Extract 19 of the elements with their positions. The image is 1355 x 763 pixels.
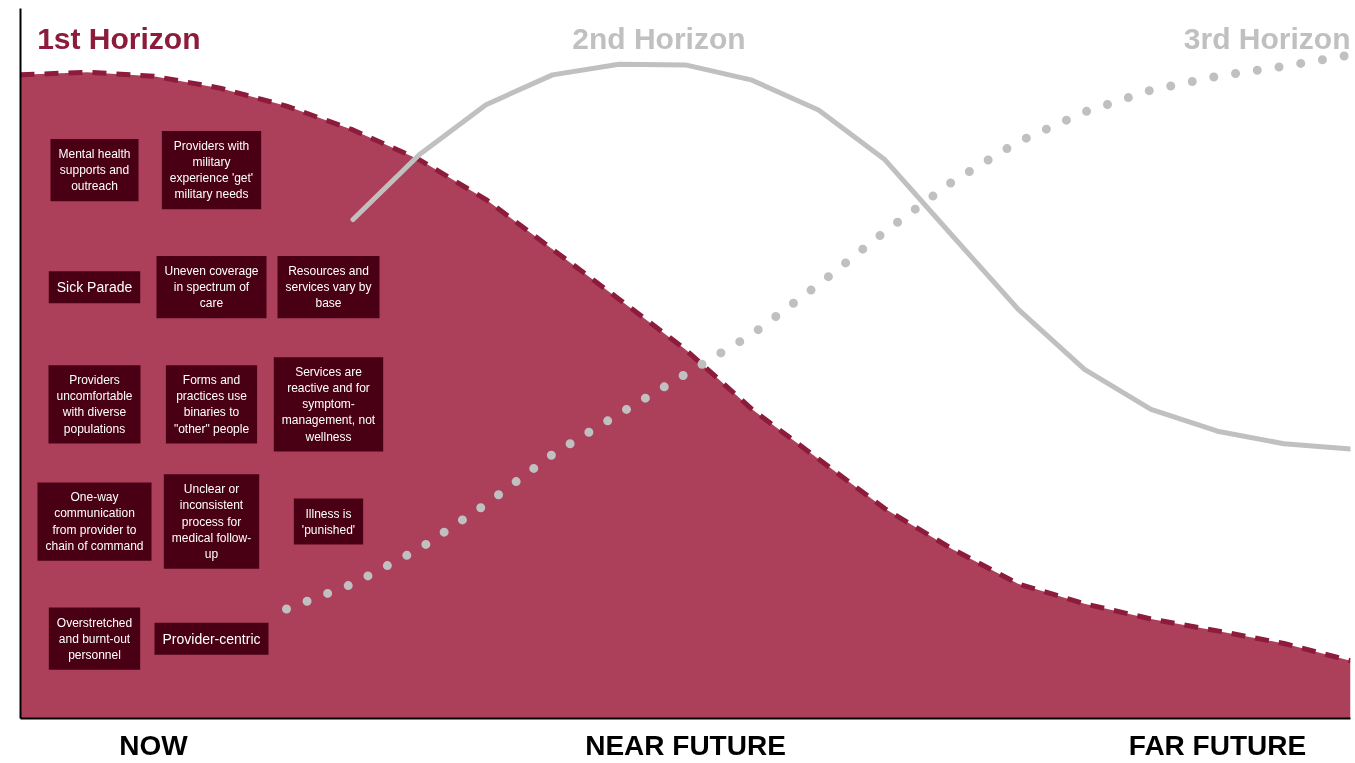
annotation: Unclear or inconsistent process for medical follow-up xyxy=(171,482,252,561)
annotation: Providers uncomfortable with diverse populations xyxy=(56,373,133,436)
annotation: Mental health supports and outreach xyxy=(58,146,131,194)
series-label: 2nd Horizon xyxy=(572,21,746,55)
annotation: Forms and practices use binaries to "other" people xyxy=(173,373,250,436)
x-tick-label: NEAR FUTURE xyxy=(585,729,786,761)
annotation: One-way communication from provider to chain of command xyxy=(45,490,144,553)
series-label: 3rd Horizon xyxy=(1183,21,1351,55)
annotation: Sick Parade xyxy=(56,279,133,296)
annotation: Overstretched and burnt-out personnel xyxy=(56,615,133,662)
annotation: Services are reactive and for symptom-management, not wellness xyxy=(281,365,376,444)
annotation: Providers with military experience 'get' military needs xyxy=(169,138,254,202)
x-tick-label: NOW xyxy=(119,729,189,761)
annotation: Illness is 'punished' xyxy=(301,506,356,537)
annotation: Provider-centric xyxy=(162,630,261,647)
series-label: 1st Horizon xyxy=(37,21,201,55)
x-tick-label: FAR FUTURE xyxy=(1128,729,1307,761)
annotation: Resources and services vary by base xyxy=(285,264,372,311)
annotation: Uneven coverage in spectrum of care xyxy=(164,264,259,311)
